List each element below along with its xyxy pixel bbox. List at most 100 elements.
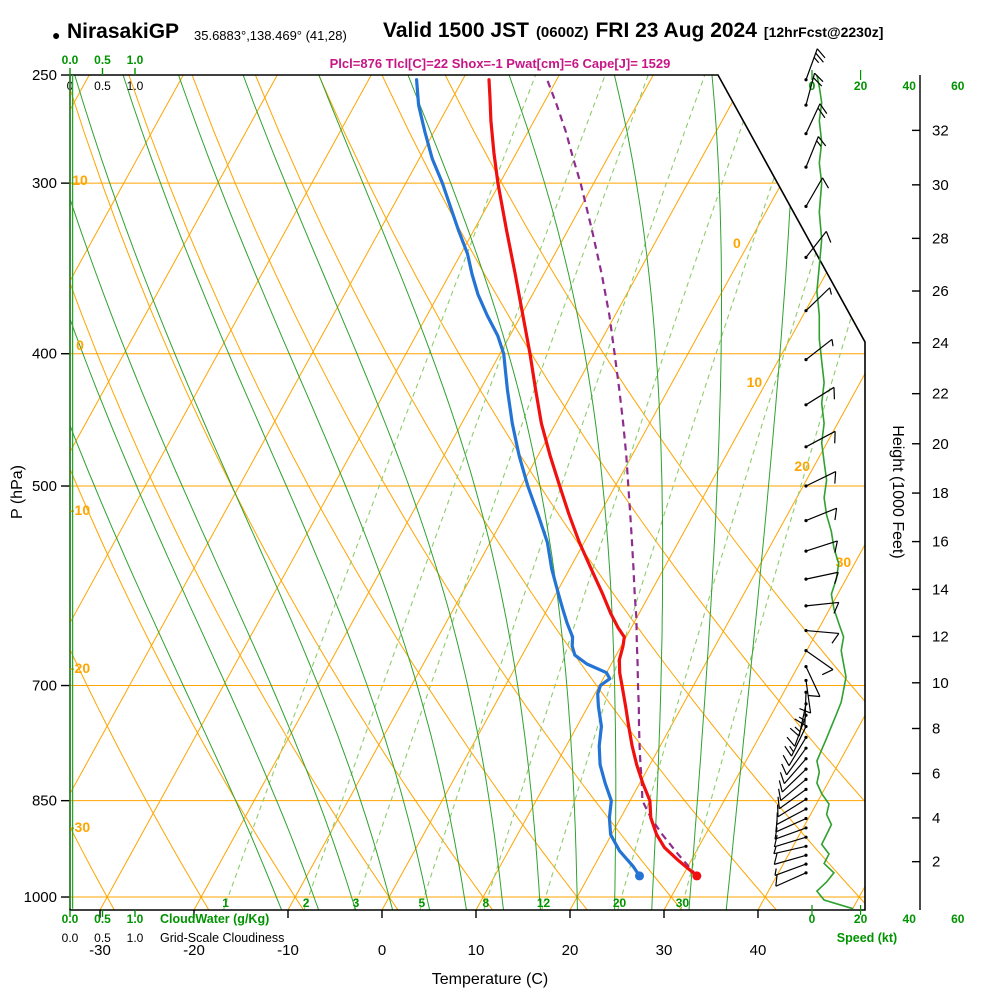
station-coords: 35.6883°,138.469° (41,28): [194, 28, 347, 43]
wind-barb: [778, 767, 808, 793]
wind-barb: [773, 852, 808, 865]
temperature-tick-label: 0: [378, 942, 386, 959]
moist-adiabat-line: [122, 75, 431, 910]
temperature-tick-label: 20: [562, 942, 579, 959]
dry-adiabat-line: [318, 75, 865, 910]
temperature-tick-label: -20: [183, 942, 205, 959]
mixing-ratio-label: 20: [613, 896, 627, 910]
mixing-ratio-label: 12: [537, 896, 551, 910]
height-tick-label: 24: [932, 335, 949, 352]
cloudiness-scale-title: Grid-Scale Cloudiness: [160, 931, 284, 945]
isotherm-line: [193, 75, 654, 910]
moist-adiabat-line: [725, 75, 796, 910]
mixing-ratio-label: 1: [222, 896, 229, 910]
isotherm-label-left: -10: [70, 502, 90, 518]
moist-adiabat-line: [318, 75, 542, 910]
height-tick-label: 22: [932, 386, 949, 403]
temperature-tick-label: 30: [656, 942, 673, 959]
isotherm-label-right: 30: [836, 554, 852, 570]
wind-barb: [804, 507, 838, 523]
wind-barb: [784, 724, 808, 757]
valid-time-label: Valid 1500 JST: [383, 19, 529, 42]
speed-scale-label: 20: [854, 79, 868, 93]
isotherm-label-right: 10: [747, 374, 763, 390]
dry-adiabat-line: [191, 75, 684, 910]
cloudwater-scale-label: 0.5: [94, 912, 111, 926]
wind-barb: [804, 471, 837, 488]
moist-adiabat-line: [407, 75, 578, 910]
valid-date-label: FRI 23 Aug 2024: [595, 19, 757, 42]
wind-barb: [804, 601, 840, 614]
height-tick-label: 30: [932, 177, 949, 194]
cloudiness-scale-label: 0.0: [62, 931, 79, 945]
sounding-indices: Plcl=876 Tlcl[C]=22 Shox=-1 Pwat[cm]=6 C…: [329, 56, 671, 71]
height-tick-label: 14: [932, 581, 949, 598]
mixing-ratio-label: 3: [353, 896, 360, 910]
height-tick-label: 10: [932, 675, 949, 692]
cloudiness-scale-label: 1.0: [127, 931, 144, 945]
wind-barb: [782, 735, 808, 767]
speed-scale-label: 40: [903, 79, 917, 93]
speed-scale-label: 60: [951, 912, 965, 926]
wind-barb: [804, 48, 826, 82]
wind-speed-curve: [815, 74, 854, 910]
isotherm-label-right: 0: [733, 235, 741, 251]
station-marker-icon: ●: [52, 27, 61, 43]
wind-barb: [804, 230, 832, 259]
parcel-curve: [546, 79, 698, 877]
isotherm-line: [569, 75, 865, 910]
mixing-ratio-line: [418, 75, 706, 910]
wind-barb: [773, 834, 808, 848]
wind-barb: [777, 787, 808, 810]
wind-barb: [804, 287, 833, 313]
mixing-ratio-label: 2: [303, 896, 310, 910]
moist-adiabat-line: [70, 75, 357, 910]
wind-barb: [779, 757, 808, 785]
dry-adiabat-line: [70, 75, 306, 910]
height-tick-label: 2: [932, 854, 940, 871]
cloudiness-scale-label: 0.5: [94, 79, 111, 93]
dry-adiabat-line: [381, 75, 865, 910]
moisture-gridlines: [70, 75, 865, 910]
mixing-ratio-line: [540, 75, 810, 910]
moist-adiabat-line: [242, 75, 505, 910]
moist-adiabat-line: [508, 75, 617, 910]
height-tick-label: 12: [932, 628, 949, 645]
height-tick-label: 6: [932, 766, 940, 783]
moist-adiabat-line: [70, 75, 283, 910]
pressure-tick-label: 700: [32, 678, 57, 695]
wind-barb: [775, 871, 808, 887]
moist-adiabat-line: [70, 75, 320, 910]
wind-barb: [781, 746, 808, 776]
moist-adiabat-line: [688, 75, 722, 910]
wind-barb: [804, 664, 821, 698]
isotherm-line: [99, 75, 560, 910]
temperature-tick-label: -30: [89, 942, 111, 959]
speed-scale-label: 60: [951, 79, 965, 93]
height-tick-label: 20: [932, 436, 949, 453]
temperature-tick-label: 10: [468, 942, 485, 959]
height-axis-title: Height (1000 Feet): [889, 425, 906, 558]
cloudwater-scale-label: 1.0: [127, 912, 144, 926]
wind-barb: [776, 797, 808, 818]
cloudwater-scale-label: 1.0: [127, 53, 144, 67]
cloudiness-scale-label: 1.0: [127, 79, 144, 93]
mixing-ratio-label: 8: [482, 896, 489, 910]
mixing-ratio-line: [616, 75, 865, 910]
wind-barb: [804, 177, 830, 208]
wind-barb: [804, 628, 840, 644]
height-tick-label: 8: [932, 721, 940, 738]
temperature-curve: [487, 78, 699, 878]
wind-column: [773, 48, 854, 910]
wind-barb: [773, 844, 808, 855]
isotherm-line: [475, 75, 865, 910]
height-tick-label: 16: [932, 534, 949, 551]
wind-barb: [804, 540, 838, 553]
forecast-lead-label: [12hrFcst@2230z]: [763, 24, 884, 40]
wind-barb: [804, 571, 839, 584]
height-tick-label: 32: [932, 122, 949, 139]
cloudiness-scale-label: 0.5: [94, 931, 111, 945]
isotherm-line: [757, 75, 865, 910]
